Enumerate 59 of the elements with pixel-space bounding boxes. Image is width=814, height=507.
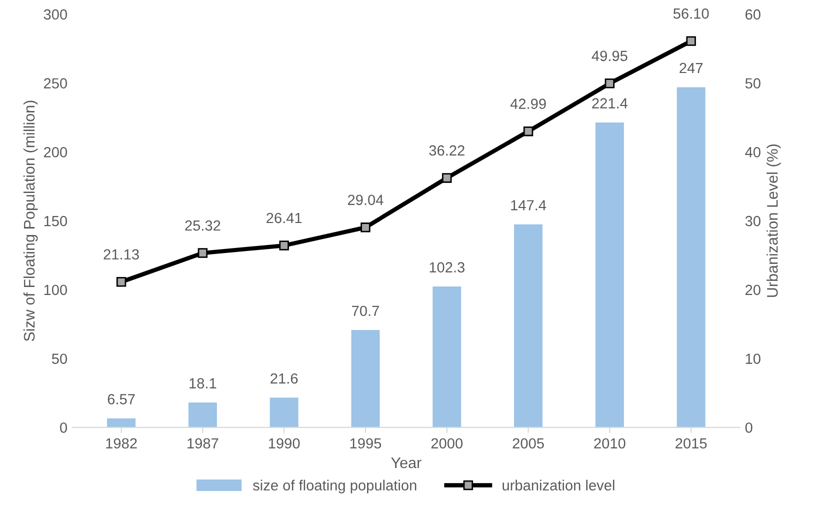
data-label: 26.41 <box>266 212 302 224</box>
y2-tick-label: 50 <box>745 78 760 88</box>
y-tick-label: 50 <box>52 354 68 364</box>
data-label: 29.04 <box>348 194 384 206</box>
x-tick-label: 2000 <box>431 438 463 449</box>
x-tick-label: 1990 <box>268 438 300 449</box>
bar <box>676 87 706 428</box>
data-label: 70.7 <box>352 306 379 316</box>
x-tick-label: 1987 <box>188 438 218 449</box>
bar <box>107 418 136 428</box>
legend-label: urbanization level <box>502 480 614 490</box>
x-tick-label: 2015 <box>676 438 707 449</box>
y-tick-label: 300 <box>44 9 68 20</box>
x-tick-label: 2010 <box>594 438 626 449</box>
y2-tick-label: 20 <box>746 284 760 296</box>
data-label: 6.57 <box>108 394 135 404</box>
point <box>116 277 126 287</box>
data-label: 147.4 <box>511 200 546 210</box>
data-label: 25.32 <box>185 220 220 231</box>
point <box>442 173 452 183</box>
y-tick-label: 100 <box>44 284 68 296</box>
point <box>279 240 289 250</box>
y2-tick-label: 60 <box>746 9 760 20</box>
point <box>360 222 370 232</box>
x-tick-label: 1982 <box>106 438 137 449</box>
y-tick-label: 150 <box>44 216 68 226</box>
data-label: 36.22 <box>429 145 464 156</box>
x-tick-label: 1995 <box>350 438 382 449</box>
data-label: 221.4 <box>592 98 628 108</box>
data-label: 21.13 <box>104 249 139 260</box>
data-label: 247 <box>680 62 703 74</box>
legend-label: size of floating population <box>252 480 416 494</box>
data-label: 18.1 <box>190 378 216 388</box>
data-label: 21.6 <box>270 373 298 384</box>
y-tick-label: 200 <box>44 147 68 158</box>
y-axis-title: Sizw of Floating Population (million) <box>23 100 38 342</box>
point <box>604 78 615 88</box>
y-tick-label: 250 <box>44 78 68 88</box>
bar <box>188 402 217 428</box>
bar <box>514 224 543 428</box>
data-label: 56.10 <box>673 8 709 19</box>
data-label: 42.99 <box>510 98 546 110</box>
y2-axis-title: Urbanization Level (%) <box>766 144 781 297</box>
bar <box>270 398 298 428</box>
data-label: 102.3 <box>430 262 464 273</box>
y2-tick-label: 40 <box>745 147 760 158</box>
bar <box>351 330 380 428</box>
x-tick-label: 2005 <box>512 438 544 449</box>
point <box>198 248 208 258</box>
point <box>686 36 696 46</box>
y-tick-label: 0 <box>60 422 68 433</box>
bar <box>432 286 462 428</box>
bar <box>595 122 624 428</box>
y2-tick-label: 30 <box>745 216 760 226</box>
y2-tick-label: 10 <box>746 354 760 364</box>
point <box>523 126 534 136</box>
data-label: 49.95 <box>592 50 628 62</box>
y2-tick-label: 0 <box>745 422 752 433</box>
x-axis-title: Year <box>391 458 422 468</box>
